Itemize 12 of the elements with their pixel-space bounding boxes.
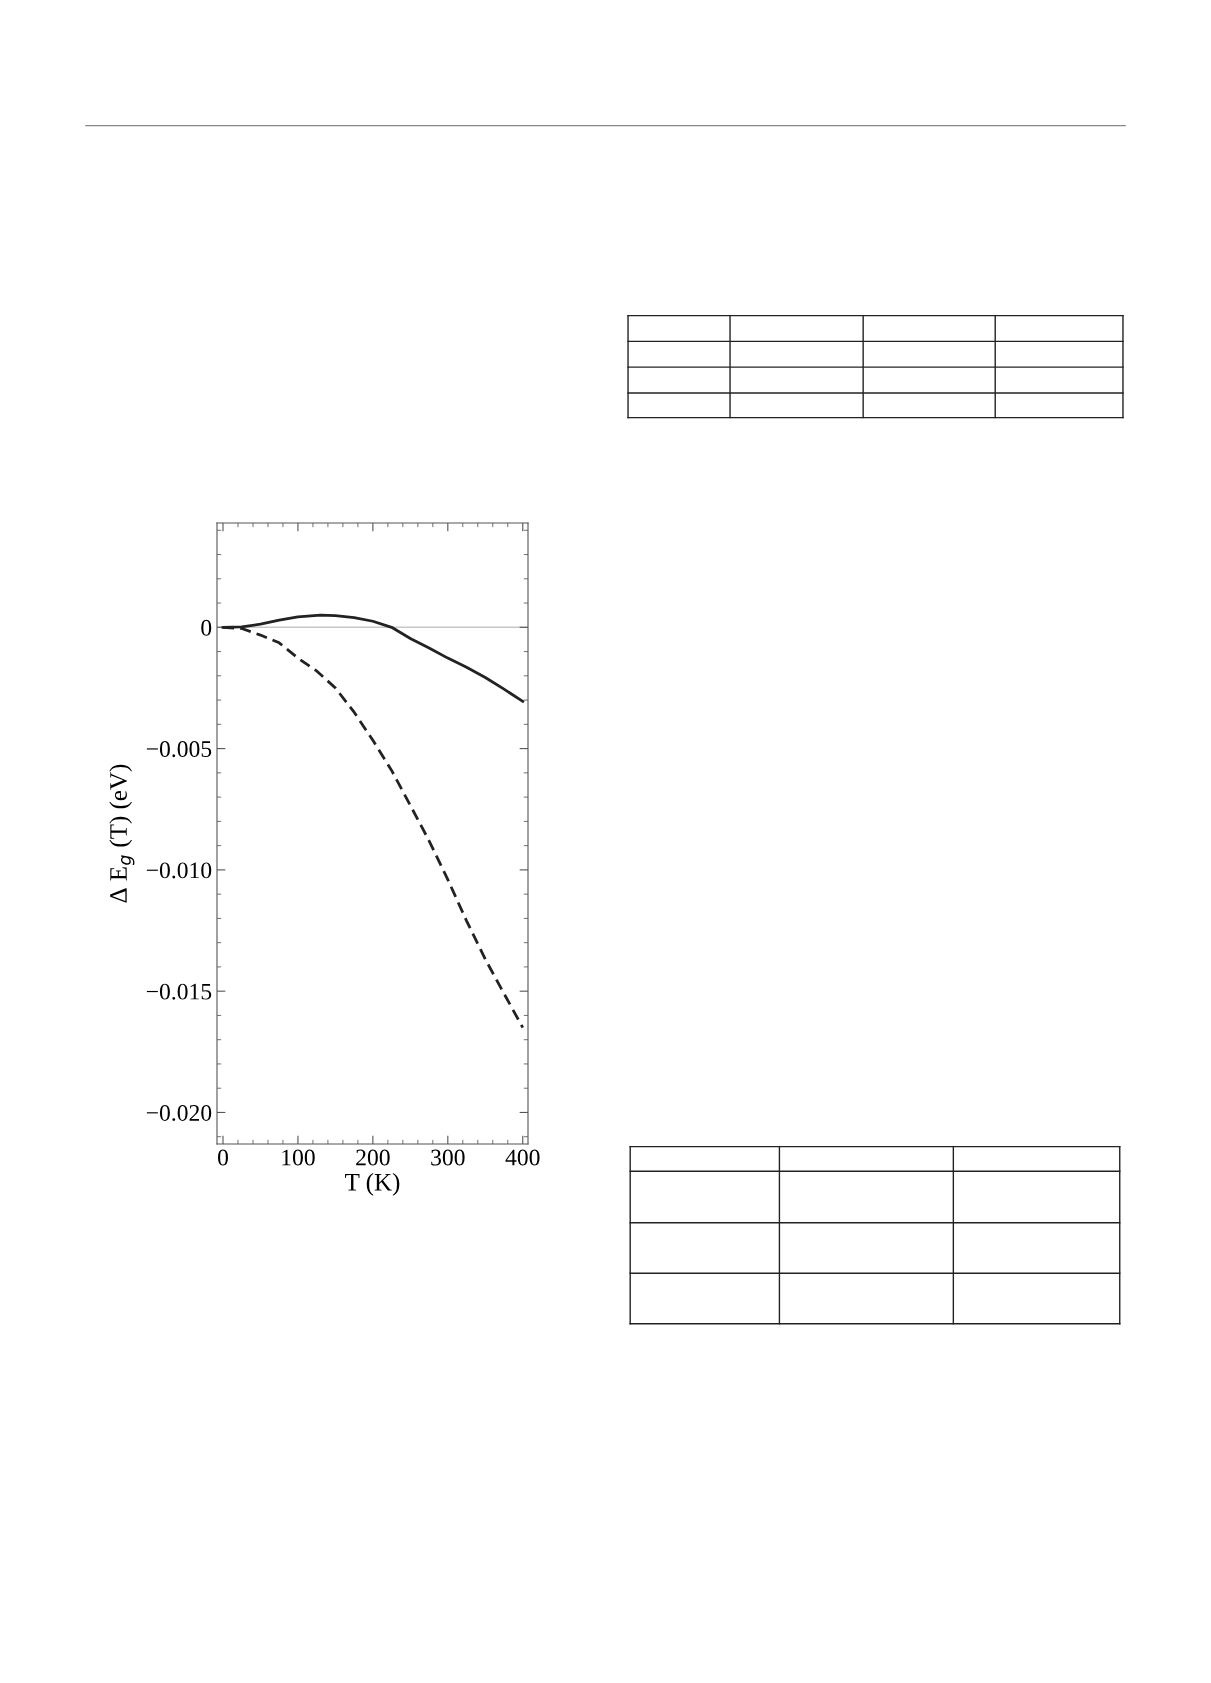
x-tick-label: 100	[282, 1149, 315, 1166]
y-tick-label: 0	[201, 619, 212, 636]
y-axis-title: Δ E$_{g}$ (T) (eV)	[109, 764, 135, 903]
x-axis-title: T (K)	[345, 1173, 400, 1196]
y-tick-label: −0.020	[146, 1104, 212, 1121]
y-tick-label: −0.010	[146, 862, 212, 879]
x-tick-label: 200	[356, 1149, 390, 1166]
x-tick-label: 300	[431, 1149, 465, 1166]
x-tick-label: 400	[505, 1149, 540, 1166]
y-tick-label: −0.015	[146, 983, 212, 1000]
x-tick-label: 0	[217, 1149, 228, 1166]
y-tick-label: −0.005	[146, 741, 212, 758]
